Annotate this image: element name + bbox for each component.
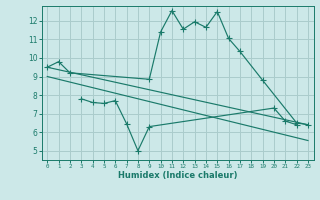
X-axis label: Humidex (Indice chaleur): Humidex (Indice chaleur) xyxy=(118,171,237,180)
